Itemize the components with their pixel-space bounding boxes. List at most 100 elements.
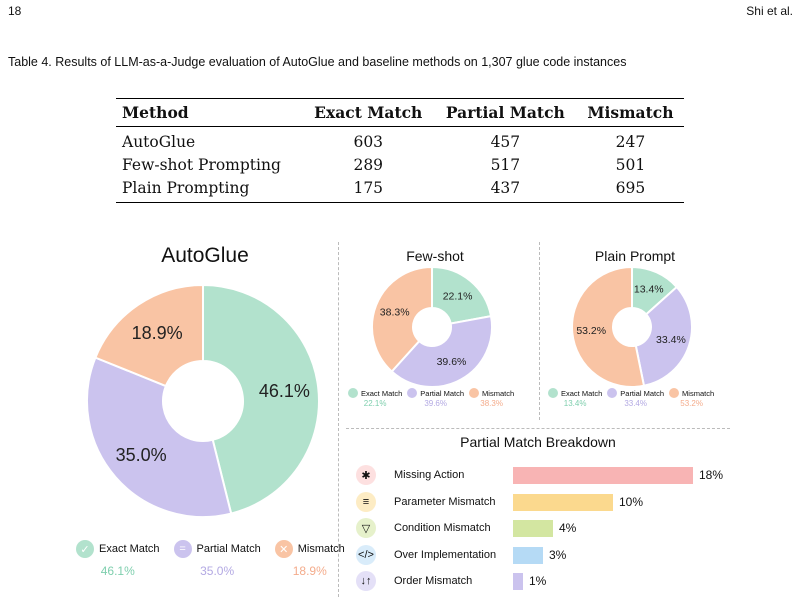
legend-value: 13.4%	[563, 399, 587, 408]
legend-label: Mismatch	[682, 388, 715, 398]
plain-legend: Exact Match 13.4% Partial Match 33.4% Mismat…	[548, 388, 714, 408]
results-table: Method Exact Match Partial Match Mismatc…	[116, 98, 684, 203]
legend-label: Partial Match	[620, 388, 665, 398]
autoglue-donut-chart: 46.1% 35.0% 18.9%	[86, 283, 320, 518]
legend-item: Exact Match 22.1%	[348, 388, 402, 408]
bar	[513, 467, 693, 484]
legend-value: 53.2%	[680, 399, 703, 408]
table-cell: 289	[353, 156, 384, 174]
breakdown-row: </> Over Implementation 3%	[356, 544, 736, 567]
slice-label: 46.1%	[259, 381, 310, 401]
legend-value: 38.3%	[480, 399, 503, 408]
legend-item: ✕ Mismatch 18.9%	[274, 540, 345, 578]
cross-icon: ✕	[274, 540, 293, 558]
filter-icon: ▽	[356, 518, 376, 538]
table-cell: 247	[615, 133, 646, 151]
legend-item: Partial Match 33.4%	[607, 388, 664, 408]
sort-icon: ↓↑	[356, 571, 376, 591]
slice-label: 18.9%	[132, 323, 183, 343]
legend-label: Mismatch	[297, 543, 345, 555]
cross-icon	[469, 388, 480, 398]
table-cell: Few-shot Prompting	[122, 156, 281, 174]
bar-value-label: 10%	[619, 494, 644, 509]
slice-label: 38.3%	[380, 307, 410, 319]
fewshot-legend: Exact Match 22.1% Partial Match 39.6% Mismat…	[348, 388, 514, 408]
check-icon	[348, 388, 358, 398]
bar-value-label: 3%	[549, 547, 567, 562]
donut-slice-mismatch	[94, 283, 204, 388]
donut-slice-mismatch	[571, 265, 646, 388]
legend-item: Mismatch 53.2%	[669, 388, 714, 408]
equals-icon: =	[173, 540, 192, 558]
bar	[513, 573, 523, 590]
breakdown-title: Partial Match Breakdown	[460, 434, 616, 450]
bar-value-label: 4%	[559, 521, 577, 535]
col-partial: Partial Match	[433, 98, 577, 127]
check-icon: ✓	[76, 540, 94, 558]
legend-label: Mismatch	[482, 388, 515, 398]
legend-label: Exact Match	[99, 543, 160, 555]
table-cell: 517	[490, 156, 521, 174]
bar-label: Condition Mismatch	[394, 522, 491, 534]
bar-value-label: 1%	[529, 574, 547, 588]
donut-slice-partial-match	[86, 356, 233, 518]
divider	[346, 428, 730, 429]
legend-item: Exact Match 13.4%	[548, 388, 602, 408]
code-icon: </>	[356, 544, 376, 565]
equals-icon	[607, 388, 618, 398]
legend-label: Partial Match	[196, 543, 261, 555]
breakdown-row: ≡ Parameter Mismatch 10%	[356, 491, 736, 514]
divider	[539, 242, 540, 420]
slice-label: 33.4%	[656, 334, 686, 346]
col-exact: Exact Match	[302, 98, 434, 127]
table-row: Few-shot Prompting 289 517 501	[116, 154, 684, 177]
breakdown-row: ✱ Missing Action 18%	[356, 465, 736, 487]
chart-title-autoglue: AutoGlue	[161, 244, 249, 267]
donut-slice-exact-match	[202, 283, 320, 515]
table-cell: Plain Prompting	[116, 177, 303, 203]
legend-item: = Partial Match 35.0%	[173, 540, 261, 578]
table-cell: AutoGlue	[122, 133, 196, 151]
donut-slice-mismatch	[371, 265, 433, 373]
table-cell: 501	[615, 156, 646, 174]
legend-label: Partial Match	[420, 388, 465, 398]
breakdown-row: ↓↑ Order Mismatch 1%	[356, 571, 736, 593]
donut-slice-partial-match	[390, 314, 493, 388]
bar	[513, 493, 613, 511]
legend-value: 46.1%	[100, 564, 135, 578]
col-method: Method	[116, 98, 303, 127]
chart-title-fewshot: Few-shot	[406, 248, 464, 264]
legend-item: Partial Match 39.6%	[407, 388, 464, 408]
table-header-row: Method Exact Match Partial Match Mismatc…	[116, 98, 684, 127]
bar-label: Parameter Mismatch	[394, 495, 496, 508]
table-cell: 437	[433, 177, 577, 203]
running-head: Shi et al.	[746, 4, 793, 18]
divider	[338, 242, 339, 597]
legend-item: Mismatch 38.3%	[469, 388, 514, 408]
bar-label: Missing Action	[394, 469, 465, 481]
slice-label: 13.4%	[634, 284, 664, 296]
legend-value: 33.4%	[624, 399, 647, 408]
plain-donut-chart: 13.4% 33.4% 53.2%	[571, 265, 693, 388]
legend-label: Exact Match	[361, 388, 403, 398]
puzzle-icon: ✱	[356, 465, 376, 485]
fewshot-donut-chart: 22.1% 39.6% 38.3%	[371, 265, 493, 388]
table-cell: 695	[576, 177, 684, 203]
bar-label: Order Mismatch	[394, 575, 473, 587]
sliders-icon: ≡	[356, 491, 376, 512]
bar-value-label: 18%	[699, 468, 724, 482]
slice-label: 22.1%	[443, 290, 473, 302]
col-mismatch: Mismatch	[576, 98, 684, 127]
donut-slice-partial-match	[634, 285, 693, 387]
legend-value: 18.9%	[292, 564, 327, 578]
equals-icon	[407, 388, 418, 398]
table-cell: 603	[353, 133, 384, 151]
table-cell: 457	[490, 133, 521, 151]
legend-value: 35.0%	[200, 564, 235, 578]
slice-label: 35.0%	[116, 445, 167, 465]
donut-slice-exact-match	[431, 265, 493, 325]
bar	[513, 546, 543, 564]
legend-label: Exact Match	[561, 388, 603, 398]
legend-item: ✓ Exact Match 46.1%	[76, 540, 160, 578]
check-icon	[548, 388, 558, 398]
